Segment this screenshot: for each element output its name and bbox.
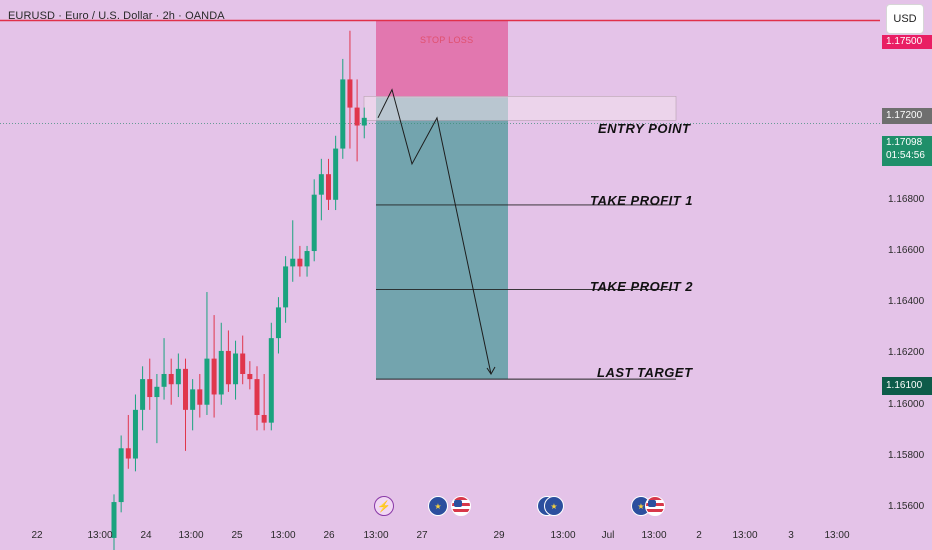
price-tick-label: 1.16400 [888,296,925,308]
entry-point-label: ENTRY POINT [598,121,691,136]
time-tick-label: Jul [601,530,615,541]
take-profit-1-label: TAKE PROFIT 1 [590,193,694,208]
stop-loss-price-tag: 1.17500 [882,35,932,49]
currency-button[interactable]: USD [886,4,924,34]
symbol-title: EURUSD · Euro / U.S. Dollar · 2h · OANDA [8,10,225,22]
candle-body[interactable] [233,353,239,385]
candle-body[interactable] [161,373,167,387]
candle-body[interactable] [132,409,138,459]
candle-body[interactable] [183,368,188,410]
candle-countdown: 01:54:56 [886,150,925,161]
candle-body[interactable] [125,448,131,459]
time-tick-label: 13:00 [824,530,850,541]
time-tick-label: 2 [696,530,702,541]
candle-body[interactable] [340,79,346,149]
candle-body[interactable] [175,368,181,385]
time-tick-label: 13:00 [270,530,296,541]
time-tick-label: 22 [31,530,43,541]
price-tick-label: 1.16000 [888,398,925,410]
price-tick-label: 1.15600 [888,501,925,513]
last-target-label: LAST TARGET [597,365,693,380]
candle-body[interactable] [168,373,174,385]
time-tick-label: 26 [323,530,335,541]
time-tick-label: 27 [416,530,428,541]
candle-body[interactable] [297,258,303,267]
candle-body[interactable] [247,373,253,380]
price-tick-label: 1.15800 [888,449,925,461]
us-flag-icon[interactable] [451,496,471,516]
price-tick-label: 1.16800 [888,193,925,205]
projection-path[interactable] [377,88,492,375]
current-price-value: 1.17098 [886,137,923,148]
entry-price-tag: 1.17200 [882,108,932,124]
candle-body[interactable] [111,502,117,538]
time-tick-label: 13:00 [87,530,113,541]
candle-body[interactable] [225,350,231,385]
candle-body[interactable] [140,379,146,410]
candle-body[interactable] [318,174,324,195]
candle-body[interactable] [211,358,217,395]
eu-flag-icon[interactable]: ★ [428,496,448,516]
candle-body[interactable] [147,379,153,398]
candle-body[interactable] [204,358,210,405]
eu-flag-icon[interactable]: ★ [544,496,564,516]
candle-body[interactable] [218,350,224,395]
candle-body[interactable] [304,251,310,267]
candle-body[interactable] [283,266,289,308]
candle-body[interactable] [261,414,267,423]
lightning-icon[interactable]: ⚡ [374,496,394,516]
candle-body[interactable] [190,389,196,410]
time-axis-area [0,520,880,550]
candle-body[interactable] [254,379,260,415]
price-tick-label: 1.16200 [888,347,925,359]
take-profit-2-label: TAKE PROFIT 2 [590,279,694,294]
time-tick-label: 13:00 [550,530,576,541]
candle-body[interactable] [268,338,274,423]
price-axis-area [880,0,932,550]
time-tick-label: 13:00 [178,530,204,541]
candle-body[interactable] [154,386,160,398]
stop-loss-label: STOP LOSS [420,35,474,45]
candle-body[interactable] [240,353,246,374]
projection-arrowhead [486,366,496,375]
candle-body[interactable] [361,117,367,126]
reward-zone[interactable] [376,97,508,380]
candle-body[interactable] [326,174,331,200]
candle-body[interactable] [333,148,339,200]
time-tick-label: 13:00 [732,530,758,541]
candle-body[interactable] [275,307,281,339]
candle-body[interactable] [290,258,296,267]
time-tick-label: 13:00 [363,530,389,541]
us-flag-icon[interactable] [645,496,665,516]
candle-body[interactable] [354,107,360,126]
time-tick-label: 13:00 [641,530,667,541]
current-price-tag: 1.17098 01:54:56 [882,136,932,166]
candle-body[interactable] [118,448,124,503]
time-tick-label: 29 [493,530,505,541]
time-tick-label: 25 [231,530,243,541]
entry-band[interactable] [363,96,677,121]
risk-zone[interactable] [376,20,508,98]
time-tick-label: 3 [788,530,794,541]
candle-body[interactable] [197,389,203,405]
candle-body[interactable] [347,79,353,108]
price-tick-label: 1.16600 [888,245,925,257]
time-tick-label: 24 [140,530,152,541]
last-target-price-tag: 1.16100 [882,377,932,395]
candle-body[interactable] [311,194,317,252]
